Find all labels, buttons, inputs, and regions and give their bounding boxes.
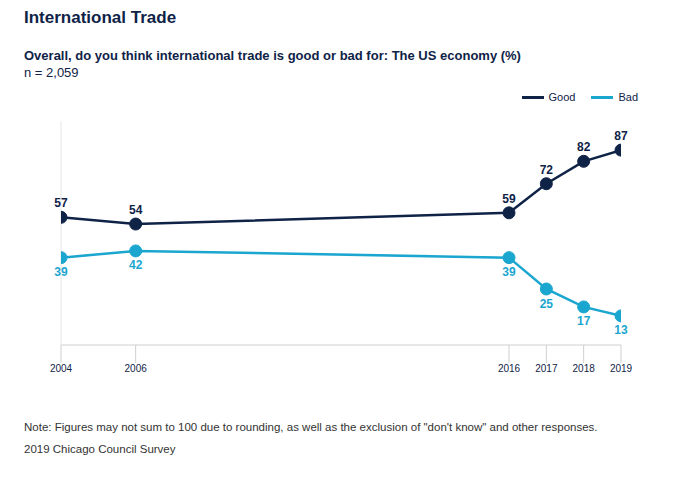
svg-text:13: 13: [614, 323, 628, 337]
svg-text:39: 39: [502, 265, 516, 279]
svg-text:82: 82: [577, 140, 591, 154]
svg-text:2018: 2018: [573, 363, 596, 374]
svg-text:57: 57: [54, 196, 68, 210]
html-text:n = 2,059: n = 2,059: [24, 65, 79, 80]
svg-text:2006: 2006: [125, 363, 148, 374]
svg-text:2017: 2017: [535, 363, 558, 374]
svg-text:72: 72: [540, 163, 554, 177]
html-text:Note: Figures may not sum to 1: Note: Figures may not sum to 100 due to …: [24, 421, 598, 433]
html-text:Overall, do you think internat: Overall, do you think international trad…: [24, 48, 521, 63]
svg-text:2004: 2004: [50, 363, 73, 374]
html-text:International Trade: International Trade: [24, 8, 177, 27]
html-text:2019 Chicago Council Survey: 2019 Chicago Council Survey: [24, 443, 176, 455]
svg-text:59: 59: [502, 192, 516, 206]
svg-text:87: 87: [614, 129, 628, 143]
svg-text:25: 25: [540, 297, 554, 311]
svg-text:54: 54: [129, 203, 143, 217]
svg-text:17: 17: [577, 314, 591, 328]
html-text:Good: Good: [548, 91, 576, 103]
svg-text:39: 39: [54, 265, 68, 279]
svg-text:42: 42: [129, 258, 143, 272]
svg-text:2016: 2016: [498, 363, 521, 374]
svg-text:2019: 2019: [610, 363, 633, 374]
html-text:Bad: Bad: [618, 91, 638, 103]
